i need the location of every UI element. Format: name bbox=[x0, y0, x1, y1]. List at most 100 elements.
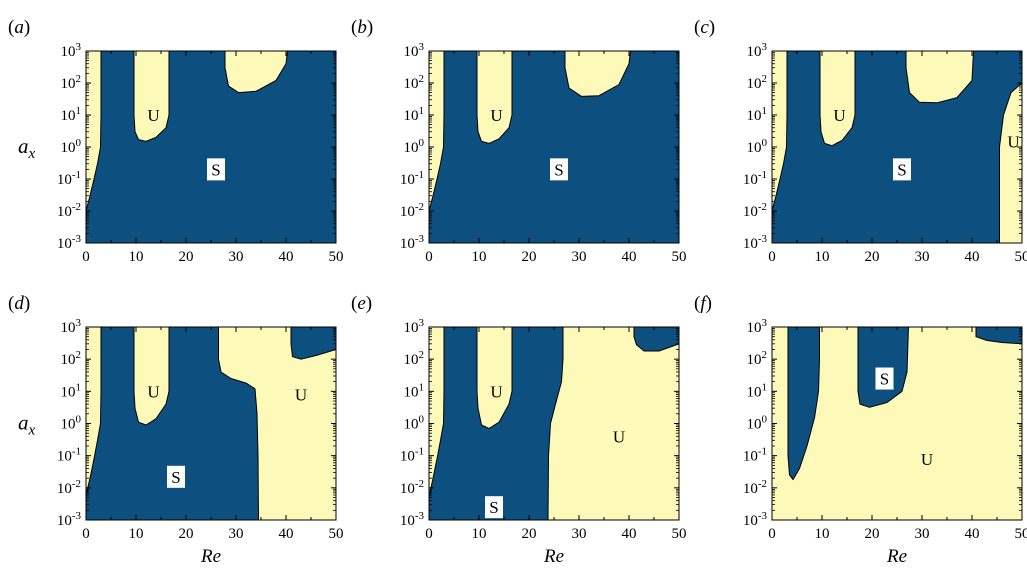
x-tick-label: 30 bbox=[229, 249, 244, 265]
x-axis-label: Re bbox=[200, 546, 221, 567]
x-tick-label: 50 bbox=[329, 526, 344, 542]
unstable-region-3 bbox=[999, 82, 1022, 243]
y-tick-label: 10-1 bbox=[743, 169, 767, 188]
y-tick-label: 101 bbox=[747, 381, 768, 400]
y-tick-label: 101 bbox=[404, 105, 425, 124]
y-tick-label: 10-3 bbox=[57, 233, 82, 252]
x-tick-label: 50 bbox=[672, 249, 687, 265]
y-tick-label: 102 bbox=[404, 73, 425, 92]
stable-region-1 bbox=[857, 327, 909, 408]
y-tick-label: 102 bbox=[61, 349, 82, 368]
x-tick-label: 0 bbox=[768, 249, 776, 265]
region-label-text: U bbox=[147, 382, 159, 401]
x-tick-label: 40 bbox=[622, 249, 637, 265]
y-tick-label: 100 bbox=[404, 137, 425, 156]
panel-label: (a) bbox=[8, 17, 30, 38]
y-tick-label: 10-1 bbox=[400, 169, 424, 188]
y-tick-label: 10-3 bbox=[400, 510, 425, 529]
region-label-s: S bbox=[167, 465, 185, 488]
y-tick-label: 10-3 bbox=[743, 233, 768, 252]
label-box bbox=[550, 158, 568, 181]
y-tick-label: 10-2 bbox=[743, 478, 767, 497]
y-tick-label: 10-2 bbox=[400, 478, 424, 497]
region-label-text: U bbox=[1007, 132, 1019, 151]
region-label-text: U bbox=[613, 427, 625, 446]
region-label-s: S bbox=[893, 158, 911, 181]
region-label-text: U bbox=[490, 382, 502, 401]
y-tick-label: 102 bbox=[61, 73, 82, 92]
region-label-text: U bbox=[147, 106, 159, 125]
region-label-u: U bbox=[1007, 132, 1019, 151]
y-tick-label: 100 bbox=[747, 137, 768, 156]
unstable-region-1 bbox=[133, 327, 170, 426]
x-tick-label: 30 bbox=[229, 526, 244, 542]
region-label-text: S bbox=[880, 370, 889, 389]
x-tick-label: 40 bbox=[279, 249, 294, 265]
region-label-text: S bbox=[897, 160, 906, 179]
region-label-u: U bbox=[490, 106, 502, 125]
y-tick-label: 10-3 bbox=[743, 510, 768, 529]
x-tick-label: 0 bbox=[425, 249, 433, 265]
y-tick-label: 101 bbox=[61, 105, 82, 124]
region-label-s: S bbox=[875, 367, 894, 390]
region-label-text: U bbox=[490, 106, 502, 125]
unstable-region-0 bbox=[429, 327, 445, 498]
region-label-s: S bbox=[550, 158, 568, 181]
y-tick-label: 10-3 bbox=[57, 510, 82, 529]
x-tick-label: 40 bbox=[622, 526, 637, 542]
region-label-text: S bbox=[211, 160, 220, 179]
y-tick-label: 100 bbox=[61, 414, 82, 433]
y-tick-label: 10-2 bbox=[57, 201, 81, 220]
x-tick-label: 50 bbox=[1015, 249, 1027, 265]
y-tick-label: 10-3 bbox=[400, 233, 425, 252]
x-tick-label: 40 bbox=[279, 526, 294, 542]
x-tick-label: 0 bbox=[768, 526, 776, 542]
stable-background-region bbox=[86, 51, 336, 243]
x-tick-label: 30 bbox=[572, 526, 587, 542]
region-label-u: U bbox=[833, 106, 845, 125]
label-box bbox=[893, 158, 911, 181]
x-tick-label: 20 bbox=[522, 526, 537, 542]
y-axis-label: ax bbox=[18, 134, 36, 162]
region-label-u: U bbox=[490, 382, 502, 401]
region-label-u: U bbox=[921, 450, 933, 469]
x-axis-label: Re bbox=[543, 546, 564, 567]
region-label-u: U bbox=[147, 382, 159, 401]
region-label-u: U bbox=[295, 385, 307, 404]
region-label-u: U bbox=[613, 427, 625, 446]
x-tick-label: 30 bbox=[915, 249, 930, 265]
panel-label: (e) bbox=[351, 293, 372, 314]
x-tick-label: 0 bbox=[82, 249, 90, 265]
unstable-region-2 bbox=[547, 327, 679, 520]
region-label-text: U bbox=[921, 450, 933, 469]
panel-label: (d) bbox=[8, 293, 30, 314]
x-tick-label: 10 bbox=[129, 526, 144, 542]
unstable-region-1 bbox=[133, 51, 170, 142]
x-tick-label: 20 bbox=[865, 526, 880, 542]
y-tick-label: 103 bbox=[747, 317, 768, 336]
x-tick-label: 10 bbox=[815, 249, 830, 265]
region-label-text: S bbox=[489, 498, 498, 517]
panel-label: (b) bbox=[351, 17, 373, 38]
y-tick-label: 103 bbox=[404, 317, 425, 336]
y-tick-label: 103 bbox=[61, 41, 82, 60]
unstable-region-2 bbox=[218, 327, 336, 520]
y-axis-label: ax bbox=[18, 411, 36, 439]
label-box bbox=[485, 496, 503, 519]
stable-background-region bbox=[429, 51, 679, 243]
x-axis-label: Re bbox=[886, 546, 907, 567]
x-tick-label: 20 bbox=[522, 249, 537, 265]
x-tick-label: 50 bbox=[1015, 526, 1027, 542]
stable-background-region bbox=[772, 51, 1022, 243]
x-tick-label: 10 bbox=[472, 526, 487, 542]
unstable-region-0 bbox=[429, 51, 445, 212]
unstable-region-1 bbox=[476, 327, 513, 429]
panel-label: (f) bbox=[694, 293, 712, 314]
panel-e: 0 10 20 30 40 50 10-3 10-2 10-1 100 101 102 103 (e) Re… bbox=[351, 293, 687, 567]
region-label-text: S bbox=[171, 468, 180, 487]
y-tick-label: 101 bbox=[404, 381, 425, 400]
unstable-region-2 bbox=[224, 51, 288, 94]
y-tick-label: 100 bbox=[61, 137, 82, 156]
label-box bbox=[207, 158, 225, 181]
unstable-region-0 bbox=[86, 51, 102, 212]
